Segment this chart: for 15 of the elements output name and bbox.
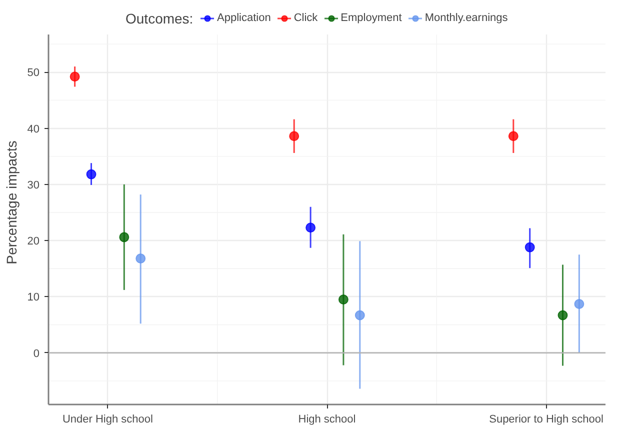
y-tick-label: 30	[27, 179, 40, 192]
legend-label: Application	[217, 12, 271, 24]
y-axis-title: Percentage impacts	[3, 140, 20, 264]
x-tick-label: Under High school	[62, 414, 153, 426]
legend-label: Click	[294, 12, 318, 24]
legend-label: Employment	[340, 12, 402, 24]
y-tick-label: 40	[27, 123, 40, 136]
y-tick-label: 20	[27, 236, 40, 248]
x-tick-label: Superior to High school	[489, 414, 604, 426]
legend-title: Outcomes:	[126, 10, 194, 26]
legend-label: Monthly.earnings	[424, 12, 508, 24]
y-tick-label: 0	[33, 348, 40, 360]
x-tick-label: High school	[298, 414, 356, 426]
y-tick-label: 10	[27, 292, 40, 304]
y-tick-label: 50	[27, 67, 40, 80]
